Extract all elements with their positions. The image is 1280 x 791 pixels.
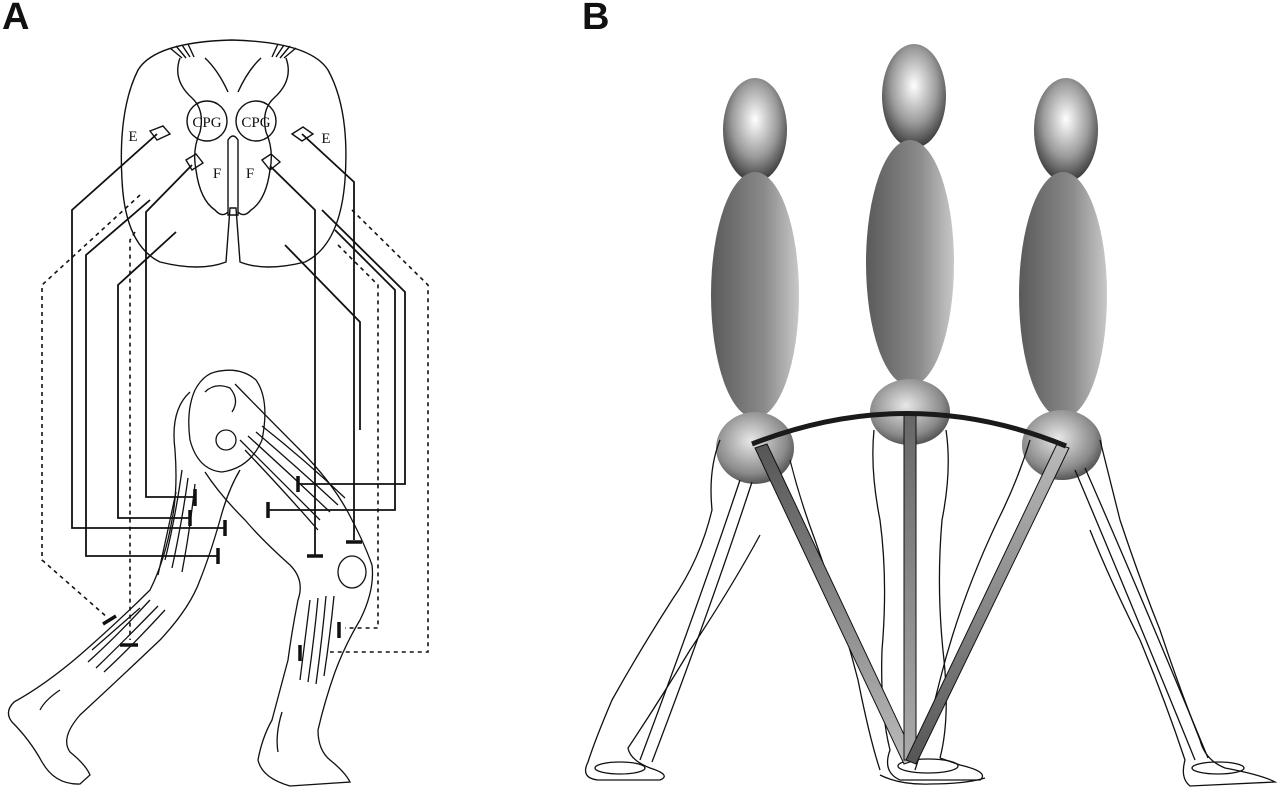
- synapse-terminals: [102, 476, 362, 661]
- motor-pathways: [71, 133, 406, 557]
- left-flexor-label: F: [213, 166, 221, 182]
- figure-middle-stance: [866, 44, 954, 445]
- right-extensor-label: E: [321, 131, 330, 147]
- walking-legs-drawing: [7, 369, 374, 787]
- right-cpg-label: CPG: [241, 115, 270, 131]
- pendulum-arc: [751, 411, 1067, 449]
- spinal-cord-cross-section: [120, 39, 347, 268]
- left-extensor-label: E: [128, 129, 137, 145]
- figure-left-stance: [711, 78, 799, 484]
- panel-b-label: B: [582, 0, 610, 38]
- inverted-pendulum-rods: [754, 411, 1070, 765]
- panel-a-label: A: [2, 0, 30, 38]
- left-cpg-label: CPG: [192, 115, 221, 131]
- sensory-pathways-dashed: [41, 194, 429, 653]
- right-flexor-label: F: [246, 166, 254, 182]
- figure-right-stance: [1019, 78, 1107, 480]
